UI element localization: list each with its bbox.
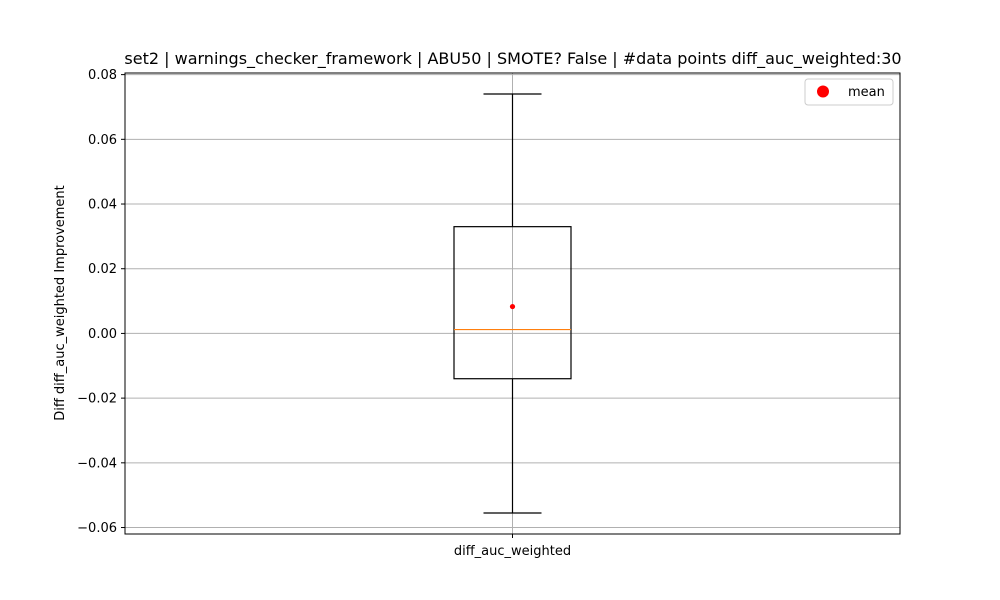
legend-label-mean: mean [848,85,885,100]
y-tick-label: 0.06 [88,133,117,148]
marks-layer [453,93,572,514]
y-tick-label: −0.04 [77,456,117,471]
y-tick-label: 0.00 [88,327,117,342]
y-axis-label: Diff diff_auc_weighted Improvement [53,185,68,421]
y-tick-label: −0.02 [77,392,117,407]
mean-marker [509,303,516,310]
legend: mean [804,78,894,106]
ticks-layer: −0.06 −0.04 −0.02 0.00 0.02 0.04 0.06 0.08 diff_… [77,68,571,559]
y-tick-label: 0.08 [88,68,117,83]
chart-title: set2 | warnings_checker_framework | ABU5… [124,49,901,69]
iqr-box [453,226,572,380]
legend-frame [804,78,894,106]
y-tick-label: −0.06 [77,521,117,536]
legend-mean-marker [817,85,829,98]
x-tick-label: diff_auc_weighted [454,544,571,559]
y-tick-label: 0.02 [88,262,117,277]
y-tick-label: 0.04 [88,198,117,213]
